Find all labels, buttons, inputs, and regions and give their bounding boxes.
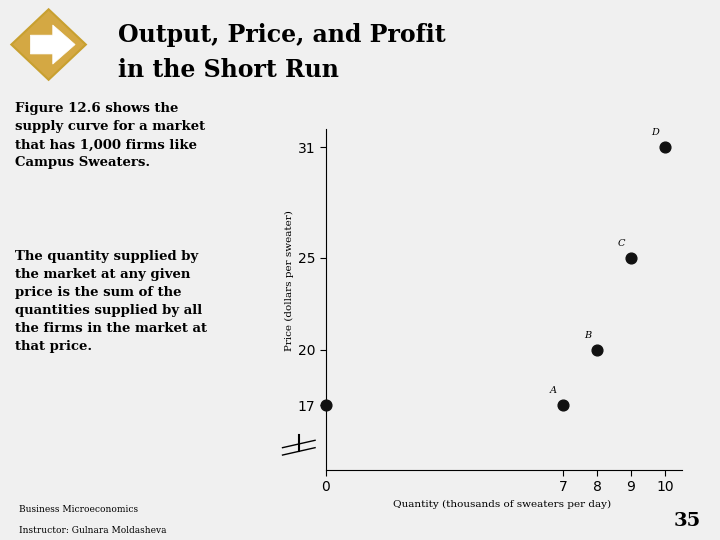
Text: in the Short Run: in the Short Run bbox=[118, 58, 339, 82]
Polygon shape bbox=[12, 9, 86, 80]
Text: Output, Price, and Profit: Output, Price, and Profit bbox=[118, 23, 446, 47]
Point bbox=[591, 346, 603, 354]
Text: B: B bbox=[584, 331, 591, 340]
Text: 35: 35 bbox=[674, 511, 701, 530]
Text: C: C bbox=[618, 239, 625, 248]
Text: Business Microeconomics: Business Microeconomics bbox=[19, 505, 138, 514]
Point bbox=[557, 401, 569, 409]
Point bbox=[320, 401, 332, 409]
Text: A: A bbox=[550, 386, 557, 395]
Text: D: D bbox=[651, 128, 659, 137]
X-axis label: Quantity (thousands of sweaters per day): Quantity (thousands of sweaters per day) bbox=[393, 500, 611, 509]
Text: Figure 12.6 shows the
supply curve for a market
that has 1,000 firms like
Campus: Figure 12.6 shows the supply curve for a… bbox=[15, 102, 205, 170]
Text: Instructor: Gulnara Moldasheva: Instructor: Gulnara Moldasheva bbox=[19, 526, 166, 535]
Y-axis label: Price (dollars per sweater): Price (dollars per sweater) bbox=[284, 211, 294, 351]
Point bbox=[625, 253, 636, 262]
Polygon shape bbox=[30, 25, 75, 64]
Point bbox=[660, 143, 671, 151]
Text: The quantity supplied by
the market at any given
price is the sum of the
quantit: The quantity supplied by the market at a… bbox=[15, 249, 207, 353]
